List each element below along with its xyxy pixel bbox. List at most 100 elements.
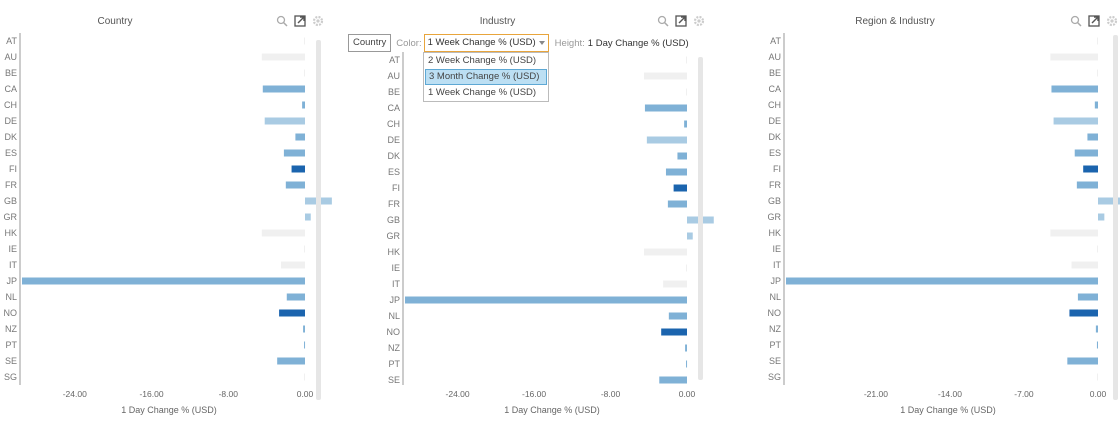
bar[interactable] <box>1051 85 1098 93</box>
bar[interactable] <box>668 312 687 320</box>
bar[interactable] <box>686 56 687 64</box>
search-icon[interactable] <box>657 15 669 27</box>
bar[interactable] <box>687 232 693 240</box>
bar[interactable] <box>1071 261 1098 269</box>
bar[interactable] <box>1097 373 1098 381</box>
category-tick-label: NL <box>5 292 17 302</box>
bar[interactable] <box>1098 197 1120 205</box>
bar[interactable] <box>665 168 687 176</box>
bar[interactable] <box>1087 133 1098 141</box>
category-tick-label: IT <box>773 260 782 270</box>
category-tick-label: FI <box>9 164 17 174</box>
bar[interactable] <box>286 293 305 301</box>
bar[interactable] <box>1097 245 1098 253</box>
category-tick-label: IE <box>391 263 400 273</box>
dropdown-option[interactable]: 2 Week Change % (USD) <box>428 55 537 66</box>
bar[interactable] <box>1050 229 1098 237</box>
category-tick-label: FI <box>773 164 781 174</box>
bar[interactable] <box>643 248 687 256</box>
bar[interactable] <box>22 277 305 285</box>
dropdown-option-highlighted[interactable]: 3 Month Change % (USD) <box>425 69 547 85</box>
bar[interactable] <box>686 264 687 272</box>
category-tick-label: NL <box>769 292 781 302</box>
bar[interactable] <box>405 296 687 304</box>
bar[interactable] <box>643 72 687 80</box>
bar[interactable] <box>1094 101 1098 109</box>
bar[interactable] <box>1050 53 1098 61</box>
expand-icon[interactable] <box>675 15 687 27</box>
gear-icon[interactable] <box>1106 15 1118 27</box>
dimension-button[interactable]: Country <box>348 34 392 52</box>
bar[interactable] <box>261 229 305 237</box>
bar[interactable] <box>304 341 306 349</box>
bar[interactable] <box>644 104 687 112</box>
bar[interactable] <box>1096 341 1098 349</box>
bar[interactable] <box>686 360 688 368</box>
bar[interactable] <box>303 325 305 333</box>
bar[interactable] <box>264 117 305 125</box>
bar[interactable] <box>304 69 305 77</box>
bar[interactable] <box>1069 309 1098 317</box>
vertical-scrollbar[interactable] <box>698 57 703 380</box>
bar[interactable] <box>304 37 305 45</box>
bar[interactable] <box>281 261 305 269</box>
expand-icon[interactable] <box>1088 15 1100 27</box>
x-tick-label: -16.00 <box>522 389 546 399</box>
gear-icon[interactable] <box>693 15 705 27</box>
bar[interactable] <box>646 136 687 144</box>
vertical-scrollbar[interactable] <box>1113 35 1118 400</box>
category-tick-label: NZ <box>388 343 400 353</box>
bar[interactable] <box>667 200 687 208</box>
bar[interactable] <box>1074 149 1098 157</box>
gear-icon[interactable] <box>312 15 324 27</box>
bar[interactable] <box>673 184 687 192</box>
bar[interactable] <box>304 373 305 381</box>
bar[interactable] <box>277 357 305 365</box>
bar[interactable] <box>1097 69 1098 77</box>
bar[interactable] <box>291 165 305 173</box>
country-bar-chart: AT AU BE CA CH DE DK ES FI FR GB GR HK IE IT JP NL NO NZ PT… <box>4 33 332 415</box>
height-value[interactable]: 1 Day Change % (USD) <box>587 37 689 49</box>
bar[interactable] <box>677 152 687 160</box>
bar[interactable] <box>1053 117 1098 125</box>
vertical-scrollbar[interactable] <box>316 40 321 400</box>
bar[interactable] <box>1076 181 1098 189</box>
bar[interactable] <box>786 277 1098 285</box>
expand-icon[interactable] <box>294 15 306 27</box>
category-tick-label: ES <box>769 148 781 158</box>
x-tick-label: -8.00 <box>219 389 239 399</box>
bar[interactable] <box>1077 293 1098 301</box>
bar[interactable] <box>285 181 305 189</box>
bar[interactable] <box>295 133 305 141</box>
category-tick-label: BE <box>5 68 17 78</box>
color-select[interactable]: 1 Week Change % (USD) <box>423 34 549 52</box>
bar[interactable] <box>305 213 311 221</box>
search-icon[interactable] <box>1070 15 1082 27</box>
bar[interactable] <box>1098 213 1105 221</box>
search-icon[interactable] <box>276 15 288 27</box>
bar[interactable] <box>684 120 687 128</box>
category-tick-label: SE <box>5 356 17 366</box>
x-axis-label: 1 Day Change % (USD) <box>121 405 217 415</box>
bar[interactable] <box>661 328 687 336</box>
bar[interactable] <box>283 149 305 157</box>
dropdown-option[interactable]: 1 Week Change % (USD) <box>428 87 537 98</box>
x-tick-label: -24.00 <box>446 389 470 399</box>
bar[interactable] <box>302 101 305 109</box>
bar[interactable] <box>1097 37 1098 45</box>
bar[interactable] <box>262 85 305 93</box>
bar[interactable] <box>663 280 687 288</box>
bar[interactable] <box>304 245 305 253</box>
category-tick-label: GR <box>4 212 18 222</box>
bar[interactable] <box>261 53 305 61</box>
bar[interactable] <box>659 376 687 384</box>
bar[interactable] <box>686 88 687 96</box>
bar[interactable] <box>1083 165 1098 173</box>
bar[interactable] <box>1095 325 1098 333</box>
category-tick-label: AT <box>389 55 400 65</box>
category-tick-label: AT <box>770 36 781 46</box>
bar[interactable] <box>685 344 687 352</box>
bar[interactable] <box>1067 357 1098 365</box>
bar[interactable] <box>279 309 305 317</box>
